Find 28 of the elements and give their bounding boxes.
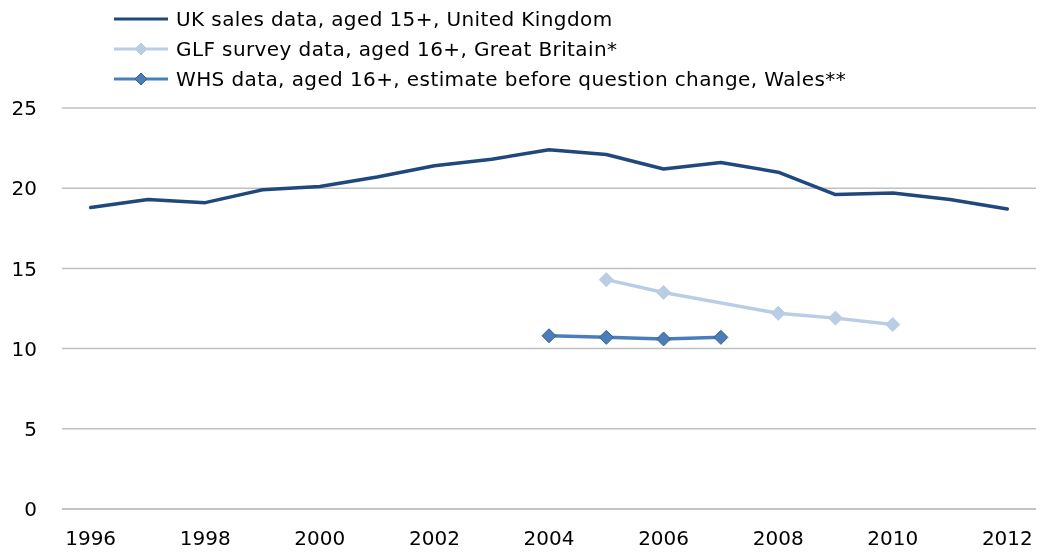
legend-label: GLF survey data, aged 16+, Great Britain* xyxy=(176,37,618,61)
line-series xyxy=(88,147,1010,211)
y-tick-label: 25 xyxy=(11,96,37,121)
y-tick-label: 20 xyxy=(11,176,37,201)
y-tick-label: 0 xyxy=(24,497,37,522)
x-tick-label: 1998 xyxy=(179,526,231,551)
point xyxy=(827,310,843,326)
point xyxy=(598,329,614,345)
point xyxy=(885,317,901,333)
point xyxy=(713,329,729,345)
x-tick-label: 1996 xyxy=(65,526,117,551)
x-tick-label: 2002 xyxy=(408,526,460,551)
x-tick-label: 2012 xyxy=(981,526,1033,551)
y-tick-label: 5 xyxy=(24,416,37,441)
x-tick-label: 2004 xyxy=(523,526,575,551)
point xyxy=(656,284,672,300)
legend-label: UK sales data, aged 15+, United Kingdom xyxy=(176,7,613,31)
point xyxy=(598,272,614,288)
x-tick-label: 2006 xyxy=(638,526,690,551)
y-tick-label: 15 xyxy=(11,256,37,281)
y-tick-label: 10 xyxy=(11,336,37,361)
point xyxy=(656,331,672,347)
point xyxy=(770,305,786,321)
x-tick-label: 2008 xyxy=(752,526,804,551)
x-tick-label: 2010 xyxy=(867,526,919,551)
legend-label: WHS data, aged 16+, estimate before question change, Wales** xyxy=(176,67,847,91)
x-tick-label: 2000 xyxy=(294,526,346,551)
point xyxy=(541,328,557,344)
